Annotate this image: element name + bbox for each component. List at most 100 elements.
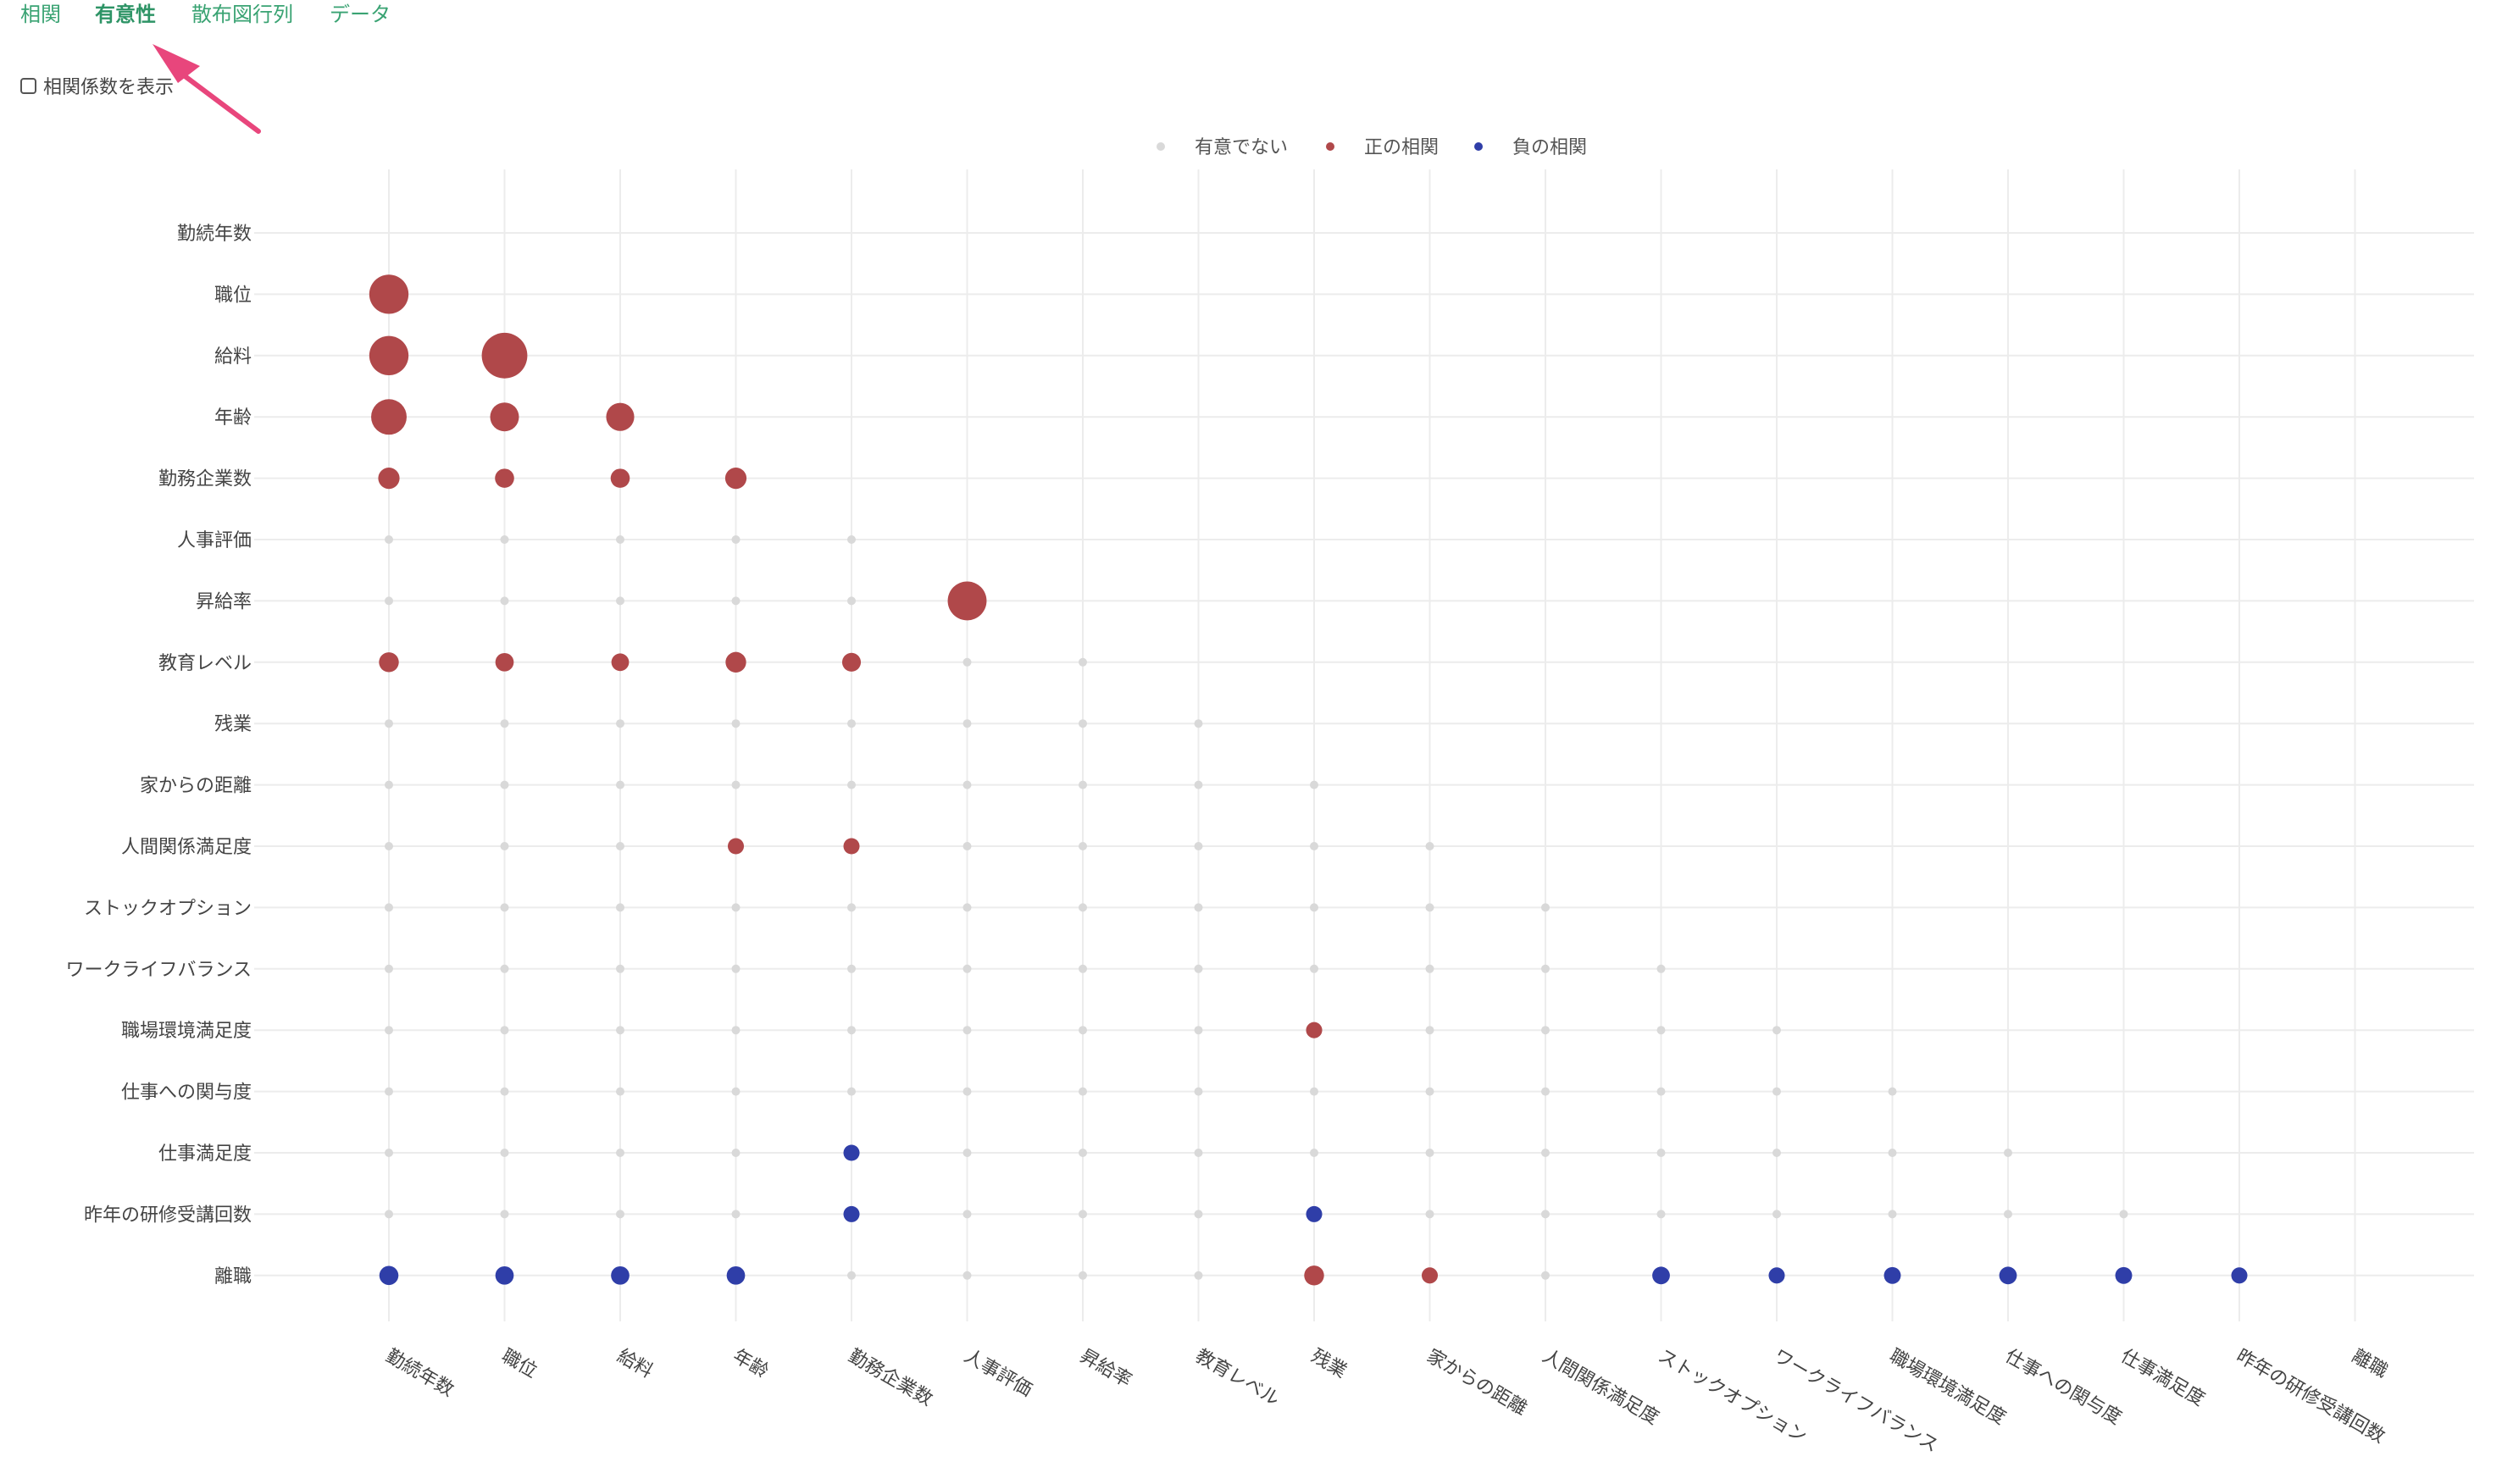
tab-correlation[interactable]: 相関: [20, 3, 61, 26]
point-not-significant: [1425, 1087, 1434, 1096]
point-not-significant: [731, 719, 741, 728]
tab-scatter-matrix[interactable]: 散布図行列: [191, 3, 293, 26]
point-not-significant: [1194, 780, 1203, 789]
point-not-significant: [1541, 964, 1550, 973]
point-positive: [495, 652, 514, 672]
point-positive: [378, 468, 400, 490]
point-not-significant: [962, 780, 972, 789]
point-not-significant: [1194, 964, 1203, 973]
point-positive: [724, 468, 747, 490]
point-not-significant: [1541, 1271, 1550, 1280]
point-not-significant: [500, 1087, 509, 1096]
point-negative: [1883, 1266, 1901, 1284]
point-negative: [1768, 1267, 1785, 1284]
point-not-significant: [1194, 903, 1203, 912]
point-not-significant: [847, 903, 856, 912]
point-not-significant: [616, 1026, 624, 1035]
point-not-significant: [616, 964, 624, 973]
y-tick-label: 残業: [214, 714, 252, 735]
point-positive: [725, 651, 746, 673]
point-not-significant: [847, 964, 856, 973]
point-not-significant: [1656, 964, 1666, 973]
point-positive: [610, 468, 630, 488]
y-tick-label: 仕事満足度: [158, 1143, 252, 1165]
legend-negative-marker[interactable]: [1474, 142, 1483, 151]
point-not-significant: [1079, 780, 1087, 789]
point-not-significant: [962, 1210, 972, 1219]
point-not-significant: [1772, 1149, 1781, 1157]
point-not-significant: [616, 719, 624, 728]
tab-bar: 相関 有意性 散布図行列 データ: [0, 0, 508, 34]
y-tick-label: 家からの距離: [140, 776, 252, 797]
annotation-arrow-icon: [153, 44, 261, 134]
legend-positive-label[interactable]: 正の相関: [1364, 137, 1439, 158]
y-tick-label: 昨年の研修受講回数: [84, 1204, 252, 1226]
point-negative: [1652, 1266, 1670, 1285]
point-positive: [379, 652, 399, 673]
x-tick-label: 教育レベル: [1192, 1346, 1284, 1411]
legend-not-significant-label[interactable]: 有意でない: [1195, 137, 1288, 158]
point-not-significant: [1772, 1210, 1781, 1219]
point-not-significant: [962, 964, 972, 973]
point-not-significant: [731, 596, 741, 606]
point-not-significant: [616, 535, 624, 544]
x-tick-label: 仕事満足度: [2117, 1346, 2209, 1411]
point-not-significant: [500, 719, 509, 728]
point-not-significant: [962, 842, 972, 850]
point-not-significant: [385, 780, 393, 789]
point-not-significant: [731, 903, 741, 912]
point-not-significant: [385, 1210, 393, 1219]
tab-data[interactable]: データ: [330, 3, 391, 26]
point-not-significant: [385, 964, 393, 973]
y-tick-label: 人事評価: [177, 530, 252, 551]
point-not-significant: [1541, 903, 1550, 912]
point-not-significant: [962, 1149, 972, 1157]
point-not-significant: [385, 1087, 393, 1096]
point-not-significant: [1079, 1026, 1087, 1035]
point-positive: [369, 335, 409, 375]
point-negative: [2115, 1266, 2133, 1284]
point-positive: [495, 468, 514, 488]
legend-positive-marker[interactable]: [1326, 142, 1334, 151]
point-not-significant: [500, 596, 509, 606]
point-not-significant: [616, 1149, 624, 1157]
point-not-significant: [962, 1271, 972, 1280]
point-not-significant: [962, 903, 972, 912]
point-negative: [843, 1205, 860, 1222]
point-positive: [841, 652, 862, 672]
point-not-significant: [500, 1026, 509, 1035]
point-positive: [369, 274, 409, 314]
point-not-significant: [1079, 903, 1087, 912]
point-not-significant: [1079, 1210, 1087, 1219]
y-tick-label: 年齢: [214, 407, 252, 429]
point-not-significant: [847, 1087, 856, 1096]
point-not-significant: [731, 535, 741, 544]
point-positive: [1306, 1022, 1323, 1038]
point-not-significant: [500, 535, 509, 544]
point-not-significant: [385, 1149, 393, 1157]
point-not-significant: [847, 1026, 856, 1035]
tab-significance[interactable]: 有意性: [95, 3, 156, 26]
point-not-significant: [1541, 1149, 1550, 1157]
show-coefficients-checkbox[interactable]: [20, 77, 36, 94]
point-not-significant: [1656, 1026, 1666, 1035]
point-negative: [1999, 1266, 2017, 1285]
point-not-significant: [1310, 1149, 1318, 1157]
point-negative: [611, 1265, 630, 1285]
point-not-significant: [1656, 1149, 1666, 1157]
point-not-significant: [1194, 1026, 1203, 1035]
point-not-significant: [1541, 1087, 1550, 1096]
y-tick-label: 教育レベル: [158, 653, 252, 674]
point-not-significant: [1310, 780, 1318, 789]
legend-negative-label[interactable]: 負の相関: [1512, 137, 1587, 158]
legend-not-significant-marker[interactable]: [1157, 142, 1165, 151]
point-not-significant: [1079, 1271, 1087, 1280]
show-coefficients-toggle[interactable]: 相関係数を表示: [20, 71, 174, 100]
x-tick-label: 人間関係満足度: [1539, 1346, 1662, 1430]
y-tick-label: ワークライフバランス: [65, 960, 252, 981]
point-not-significant: [1425, 1149, 1434, 1157]
point-positive: [371, 399, 407, 435]
point-not-significant: [847, 535, 856, 544]
point-not-significant: [1772, 1087, 1781, 1096]
point-not-significant: [500, 964, 509, 973]
